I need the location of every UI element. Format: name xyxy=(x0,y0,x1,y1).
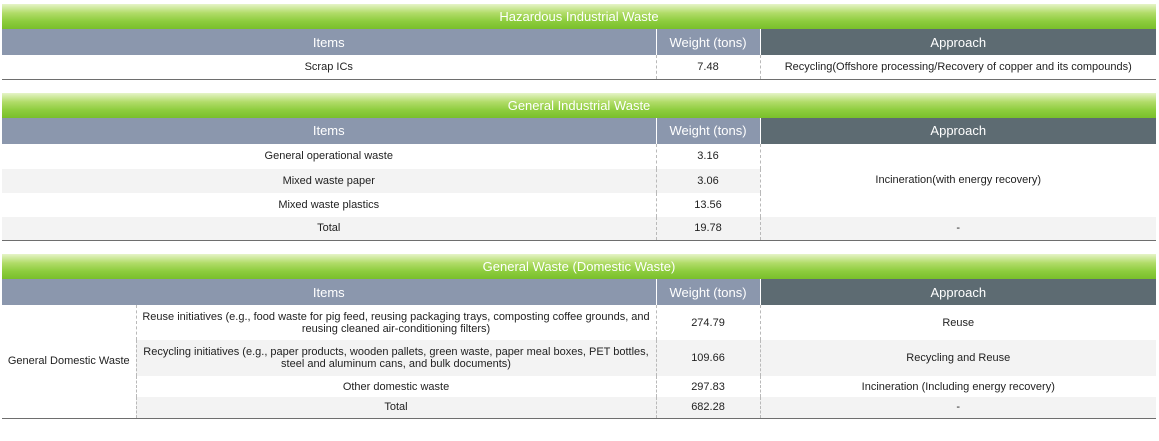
approach-cell: Recycling(Offshore processing/Recovery o… xyxy=(760,55,1156,80)
section-title: Hazardous Industrial Waste xyxy=(2,4,1156,29)
total-approach: - xyxy=(760,216,1156,241)
item-cell: Other domestic waste xyxy=(342,380,450,393)
domestic-waste-section: General Waste (Domestic Waste) Items Wei… xyxy=(2,254,1157,419)
approach-header: Approach xyxy=(759,279,1157,305)
header-row: Items Weight (tons) Approach xyxy=(2,279,1157,305)
approach-cell: Reuse xyxy=(942,316,975,329)
hazardous-waste-table: Items Weight (tons) Approach Scrap ICs 7… xyxy=(2,29,1156,80)
table-row: Mixed waste plastics 13.56 xyxy=(2,192,1156,217)
table-row: Scrap ICs 7.48 Recycling(Offshore proces… xyxy=(2,55,1156,80)
table-row: Mixed waste paper 3.06 xyxy=(2,168,1156,193)
item-cell: General operational waste xyxy=(264,150,393,162)
items-header: Items xyxy=(2,29,656,55)
approach-header: Approach xyxy=(759,117,1156,144)
total-label: Total xyxy=(136,397,657,419)
total-row: Total 19.78 - xyxy=(2,216,1156,241)
total-weight: 682.28 xyxy=(655,397,761,419)
general-industrial-waste-section: General Industrial Waste Items Weight (t… xyxy=(2,92,1156,241)
weight-header: Weight (tons) xyxy=(655,117,760,144)
header-row: Items Weight (tons) Approach xyxy=(2,117,1156,144)
weight-cell: 3.06 xyxy=(655,168,761,193)
table-row: Recycling initiatives (e.g., paper produ… xyxy=(2,340,1157,376)
item-cell: Mixed waste paper xyxy=(2,168,656,193)
category-cell: General Domestic Waste xyxy=(2,305,137,419)
weight-cell: 297.83 xyxy=(655,376,761,397)
approach-cell: Incineration (Including energy recovery) xyxy=(861,380,1055,393)
item-cell: Mixed waste plastics xyxy=(278,198,380,211)
section-title: General Waste (Domestic Waste) xyxy=(2,254,1156,279)
general-industrial-waste-table: Items Weight (tons) Approach General ope… xyxy=(2,117,1156,241)
weight-header: Weight (tons) xyxy=(655,279,761,305)
approach-cell: Incineration(with energy recovery) xyxy=(760,143,1156,217)
table-row: Other domestic waste 297.83 Incineration… xyxy=(2,376,1156,397)
domestic-waste-table: Items Weight (tons) Approach General Dom… xyxy=(2,279,1157,419)
weight-header: Weight (tons) xyxy=(655,29,760,55)
weight-cell: 109.66 xyxy=(655,340,761,376)
table-row: General operational waste 3.16 Incinerat… xyxy=(2,143,1156,217)
approach-cell: Recycling and Reuse xyxy=(760,340,1157,376)
items-header: Items xyxy=(2,117,656,144)
header-row: Items Weight (tons) Approach xyxy=(2,29,1156,55)
items-header: Items xyxy=(2,279,657,305)
weight-cell: 13.56 xyxy=(655,192,761,217)
item-cell: Scrap ICs xyxy=(2,55,656,80)
table-row: General Domestic Waste Reuse initiatives… xyxy=(2,305,1156,419)
weight-cell: 7.48 xyxy=(655,55,761,80)
total-row: Total 682.28 - xyxy=(2,397,1157,419)
total-label: Total xyxy=(2,216,656,241)
hazardous-waste-section: Hazardous Industrial Waste Items Weight … xyxy=(2,4,1156,80)
weight-cell: 274.79 xyxy=(655,305,761,340)
total-approach: - xyxy=(760,397,1157,419)
total-weight: 19.78 xyxy=(655,216,761,241)
section-title: General Industrial Waste xyxy=(2,92,1156,118)
weight-cell: 3.16 xyxy=(655,143,761,169)
approach-header: Approach xyxy=(759,29,1156,55)
item-cell: Reuse initiatives (e.g., food waste for … xyxy=(142,310,650,335)
item-cell: Recycling initiatives (e.g., paper produ… xyxy=(136,340,657,376)
